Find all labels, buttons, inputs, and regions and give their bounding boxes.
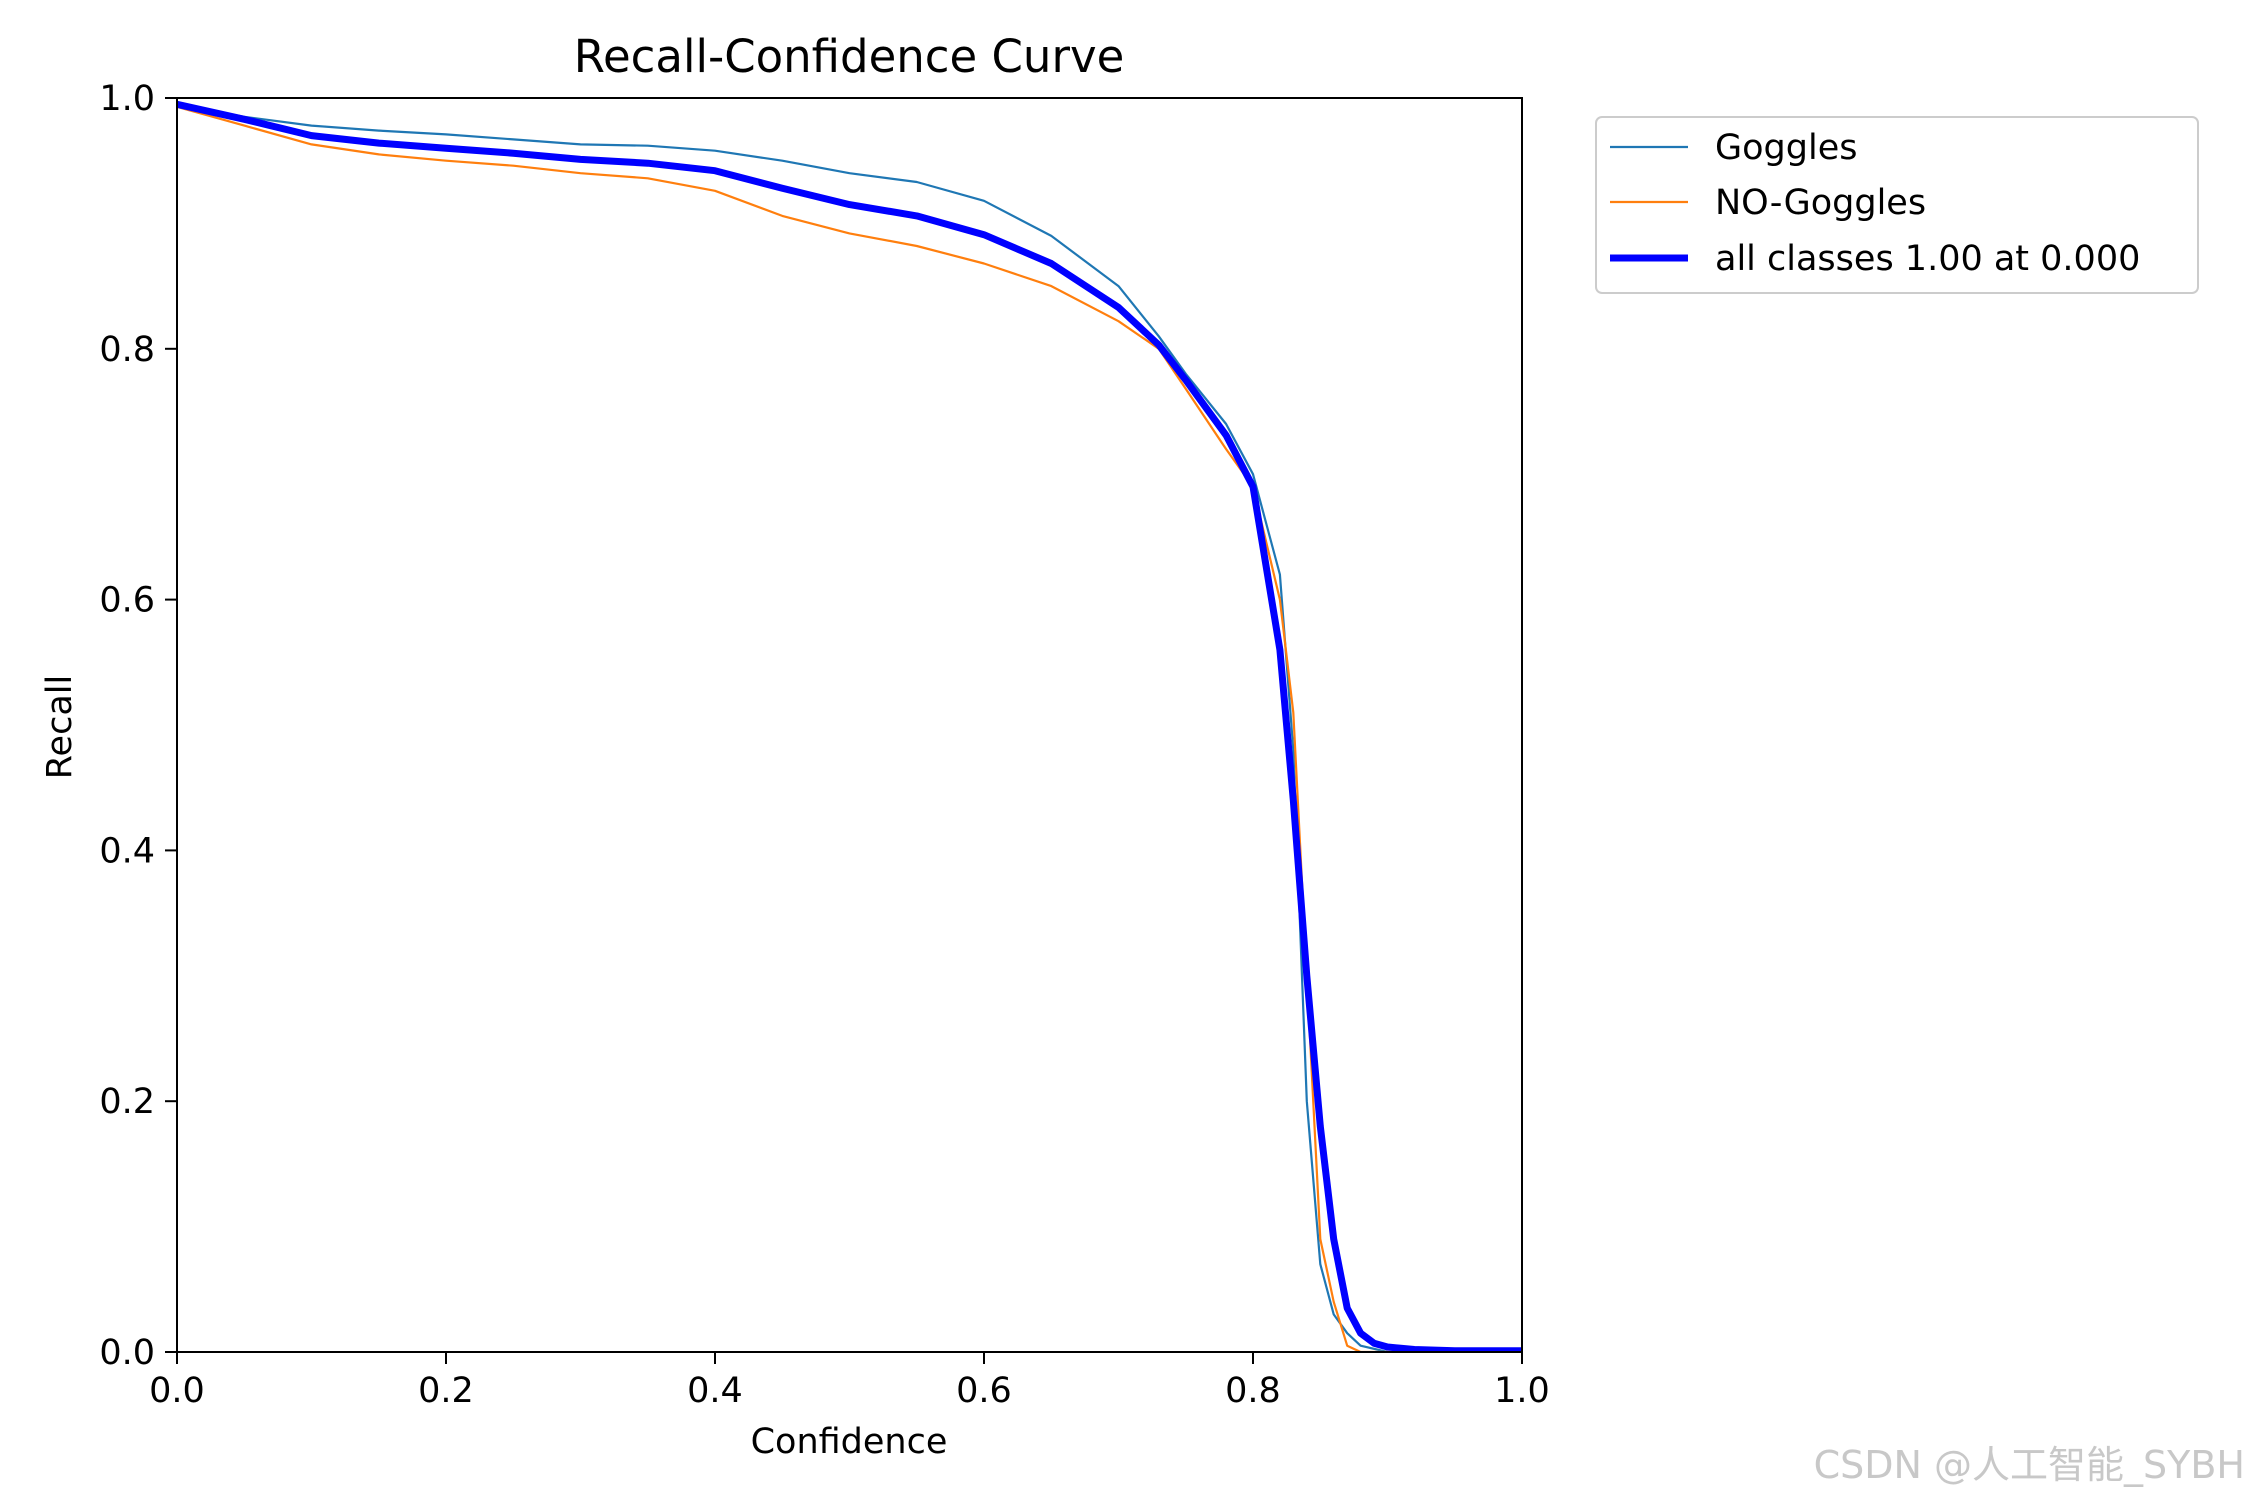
watermark-text: CSDN @人工智能_SYBH bbox=[1814, 1443, 2245, 1487]
series-line-1 bbox=[177, 103, 1522, 1352]
legend-label: Goggles bbox=[1715, 128, 1857, 168]
legend: Goggles NO-Goggles all classes 1.00 at 0.0… bbox=[1595, 116, 2199, 294]
y-tick-label: 1.0 bbox=[99, 79, 155, 119]
x-axis-label: Confidence bbox=[751, 1422, 948, 1462]
y-tick-label: 0.0 bbox=[99, 1333, 155, 1373]
legend-label: NO-Goggles bbox=[1715, 183, 1926, 223]
x-tick-label: 0.6 bbox=[956, 1371, 1012, 1411]
series-line-2 bbox=[177, 105, 1522, 1352]
x-tick-label: 0.8 bbox=[1225, 1371, 1281, 1411]
legend-box bbox=[1595, 116, 2199, 294]
series-line-3 bbox=[177, 100, 1522, 1352]
y-tick-label: 0.2 bbox=[99, 1082, 155, 1122]
y-axis-ticks: 0.0 0.2 0.4 0.6 0.8 1.0 bbox=[99, 79, 177, 1373]
series-layer bbox=[177, 100, 1522, 1352]
legend-label: all classes 1.00 at 0.000 bbox=[1715, 239, 2140, 279]
x-tick-label: 0.0 bbox=[149, 1371, 205, 1411]
y-tick-label: 0.4 bbox=[99, 831, 155, 871]
x-tick-label: 1.0 bbox=[1494, 1371, 1550, 1411]
chart-title: Recall-Confidence Curve bbox=[574, 30, 1125, 83]
y-tick-label: 0.6 bbox=[99, 581, 155, 621]
x-tick-label: 0.2 bbox=[418, 1371, 474, 1411]
y-axis-label: Recall bbox=[40, 675, 80, 779]
x-tick-label: 0.4 bbox=[687, 1371, 743, 1411]
plot-frame bbox=[176, 97, 1523, 1353]
y-tick-label: 0.8 bbox=[99, 330, 155, 370]
legend-items: Goggles NO-Goggles all classes 1.00 at 0.0… bbox=[1610, 128, 2140, 279]
x-axis-ticks: 0.0 0.2 0.4 0.6 0.8 1.0 bbox=[149, 1352, 1550, 1411]
